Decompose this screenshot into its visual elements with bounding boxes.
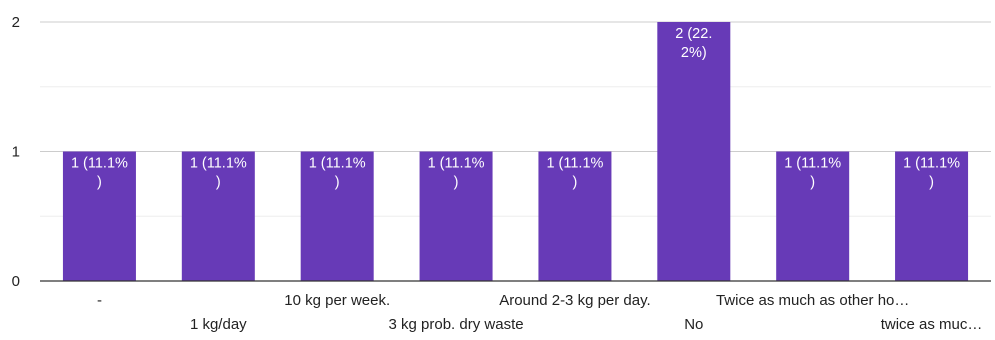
bar-data-label: ) — [216, 175, 221, 191]
x-axis: - 1 kg/day 10 kg per week. 3 kg prob. dry w… — [40, 280, 991, 333]
bar-data-label: 1 (11.1% — [428, 156, 485, 172]
bar-data-label: ) — [810, 175, 815, 191]
bar — [419, 151, 493, 281]
bar-data-label: ) — [454, 175, 459, 191]
bar-data-label: ) — [335, 175, 340, 191]
x-tick-label: 1 kg/day — [190, 316, 247, 333]
bar-data-label: 1 (11.1% — [71, 156, 128, 172]
bar-data-label: 1 (11.1% — [546, 156, 603, 172]
x-tick-label: No — [684, 316, 703, 333]
bar — [895, 151, 969, 281]
bar — [181, 151, 255, 281]
y-tick-label: 1 — [12, 144, 20, 161]
bar-data-label: 2 (22. — [675, 26, 712, 42]
bar-data-label: ) — [573, 175, 578, 191]
y-tick-label: 2 — [12, 14, 20, 31]
bar-data-label: 1 (11.1% — [190, 156, 247, 172]
y-axis: 0 1 2 — [12, 14, 20, 290]
x-tick-label: 3 kg prob. dry waste — [389, 316, 524, 333]
bar — [657, 22, 731, 281]
y-tick-label: 0 — [12, 273, 20, 290]
bar — [62, 151, 136, 281]
bar-data-label: 2%) — [681, 45, 707, 61]
x-tick-label: Around 2-3 kg per day. — [499, 292, 650, 309]
bars-layer — [62, 22, 969, 281]
data-labels-layer: 1 (11.1%) 1 (11.1%) 1 (11.1%) 1 (11.1%) 1 (1… — [71, 26, 960, 191]
x-tick-label: 10 kg per week. — [284, 292, 390, 309]
bar-data-label: 1 (11.1% — [784, 156, 841, 172]
bar — [776, 151, 850, 281]
bar — [538, 151, 612, 281]
x-tick-label: Twice as much as other ho… — [716, 292, 909, 309]
x-tick-label: - — [97, 292, 102, 309]
x-tick-label: twice as muc… — [881, 316, 983, 333]
bar-data-label: 1 (11.1% — [309, 156, 366, 172]
bar-data-label: ) — [97, 175, 102, 191]
bar — [300, 151, 374, 281]
bar-data-label: ) — [929, 175, 934, 191]
bar-data-label: 1 (11.1% — [903, 156, 960, 172]
